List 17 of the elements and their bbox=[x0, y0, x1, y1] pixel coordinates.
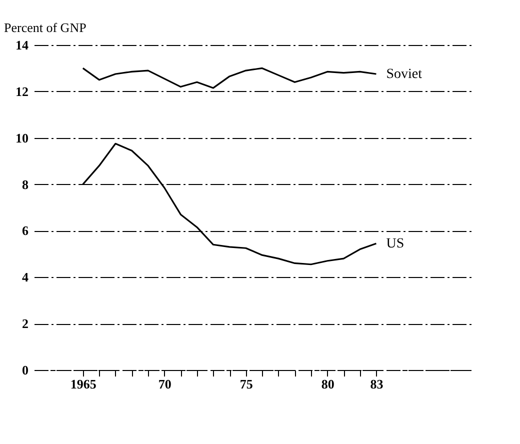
y-tick-label: 10 bbox=[16, 130, 28, 146]
x-tick-label: 75 bbox=[240, 376, 254, 392]
y-tick-label: 0 bbox=[22, 362, 28, 378]
y-tick-label: 4 bbox=[22, 270, 29, 285]
y-tick-label: 2 bbox=[22, 316, 28, 332]
series-label: US bbox=[386, 236, 404, 252]
y-tick-label: 6 bbox=[22, 223, 29, 238]
x-tick-label: 70 bbox=[158, 376, 172, 392]
x-tick-label: 83 bbox=[370, 376, 384, 392]
y-axis-title: Percent of GNP bbox=[4, 20, 86, 35]
y-tick-label: 12 bbox=[16, 84, 28, 99]
y-tick-label: 14 bbox=[16, 38, 29, 52]
x-tick-label: 1965 bbox=[70, 376, 97, 392]
line-series bbox=[82, 67, 378, 89]
series-label: Soviet bbox=[386, 67, 422, 82]
x-tick-label: 80 bbox=[321, 376, 334, 392]
y-tick-label: 8 bbox=[22, 176, 29, 192]
